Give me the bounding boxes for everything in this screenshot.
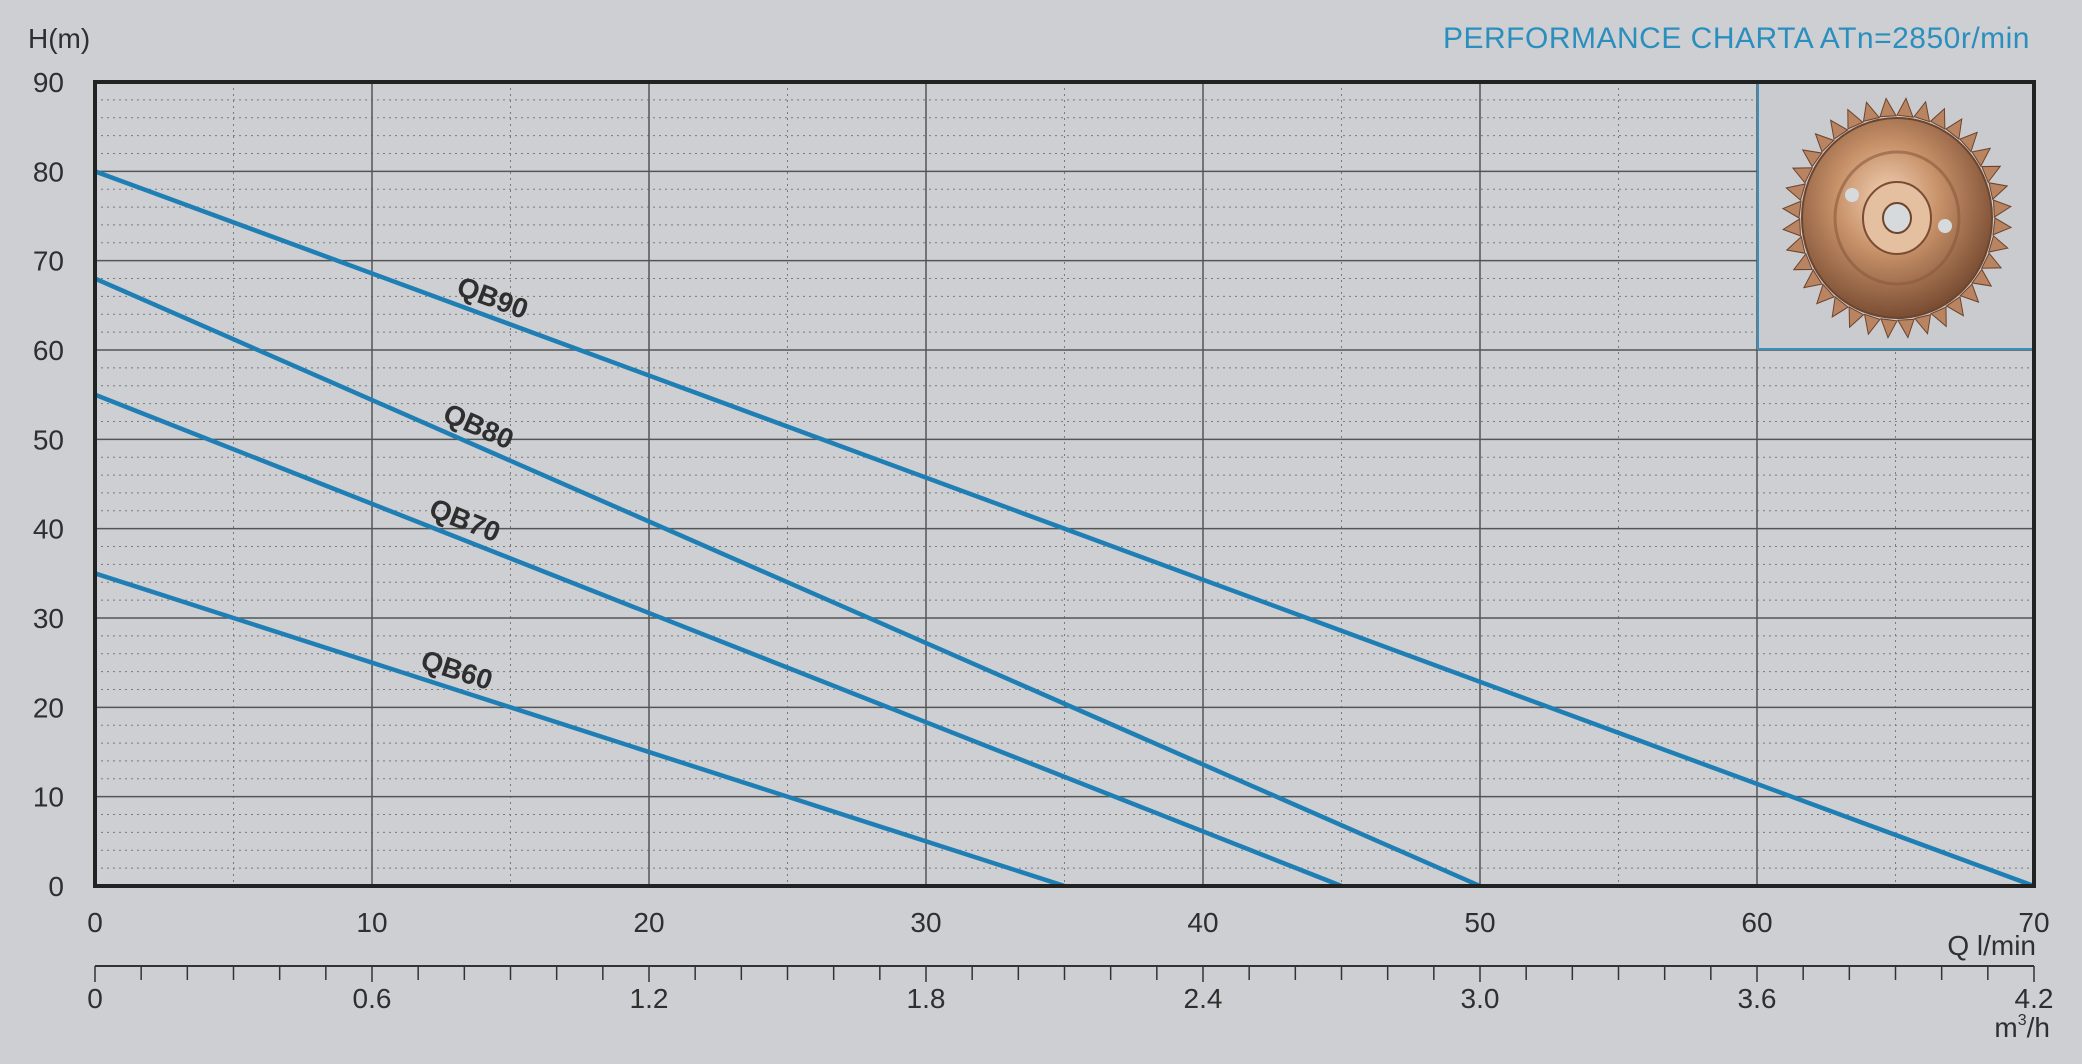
- y-tick-label: 30: [33, 603, 64, 634]
- minor-grid: [95, 82, 2034, 886]
- y-tick-label: 70: [33, 246, 64, 277]
- series-line-qb60: [94, 571, 1066, 889]
- series-line-qb70: [94, 392, 1343, 889]
- y-tick-label: 50: [33, 424, 64, 455]
- x2-tick-label: 2.4: [1184, 983, 1223, 1014]
- impeller-inset: [1757, 81, 2035, 350]
- x2-tick-label: 3.0: [1461, 983, 1500, 1014]
- series-line-qb80: [94, 276, 1481, 889]
- y-tick-label: 10: [33, 782, 64, 813]
- x2-axis-label: m3/h: [1994, 1012, 2050, 1043]
- x-tick-label: 50: [1464, 907, 1495, 938]
- x2-tick-label: 0: [87, 983, 103, 1014]
- x-tick-label: 0: [87, 907, 103, 938]
- chart-title: PERFORMANCE CHARTA ATn=2850r/min: [1443, 22, 2030, 55]
- y-axis-label: H(m): [28, 23, 90, 54]
- y-tick-label: 90: [33, 67, 64, 98]
- x-axis-label: Q l/min: [1947, 930, 2036, 961]
- y-tick-label: 0: [48, 871, 64, 902]
- secondary-x-axis: 0 0.6 1.2 1.8 2.4 3.0 3.6 4.2: [87, 965, 2054, 1014]
- x-tick-label: 60: [1741, 907, 1772, 938]
- x-tick-label: 10: [356, 907, 387, 938]
- y-tick-labels: 0 10 20 30 40 50 60 70 80 90: [33, 67, 64, 902]
- x2-tick-label: 1.8: [907, 983, 946, 1014]
- plot-frame: [93, 80, 2036, 888]
- impeller-photo: [1781, 97, 2013, 339]
- x2-tick-label: 3.6: [1738, 983, 1777, 1014]
- y-tick-label: 80: [33, 156, 64, 187]
- series-line-qb90: [94, 169, 2035, 889]
- y-tick-label: 20: [33, 692, 64, 723]
- x-tick-label: 70: [2018, 907, 2049, 938]
- x-tick-label: 20: [633, 907, 664, 938]
- x2-tick-label: 1.2: [630, 983, 669, 1014]
- y-tick-label: 60: [33, 335, 64, 366]
- x2-tick-label: 0.6: [353, 983, 392, 1014]
- x-tick-labels: 0 10 20 30 40 50 60 70: [87, 907, 2049, 938]
- x-tick-label: 30: [910, 907, 941, 938]
- x-tick-label: 40: [1187, 907, 1218, 938]
- y-tick-label: 40: [33, 514, 64, 545]
- x2-tick-label: 4.2: [2015, 983, 2054, 1014]
